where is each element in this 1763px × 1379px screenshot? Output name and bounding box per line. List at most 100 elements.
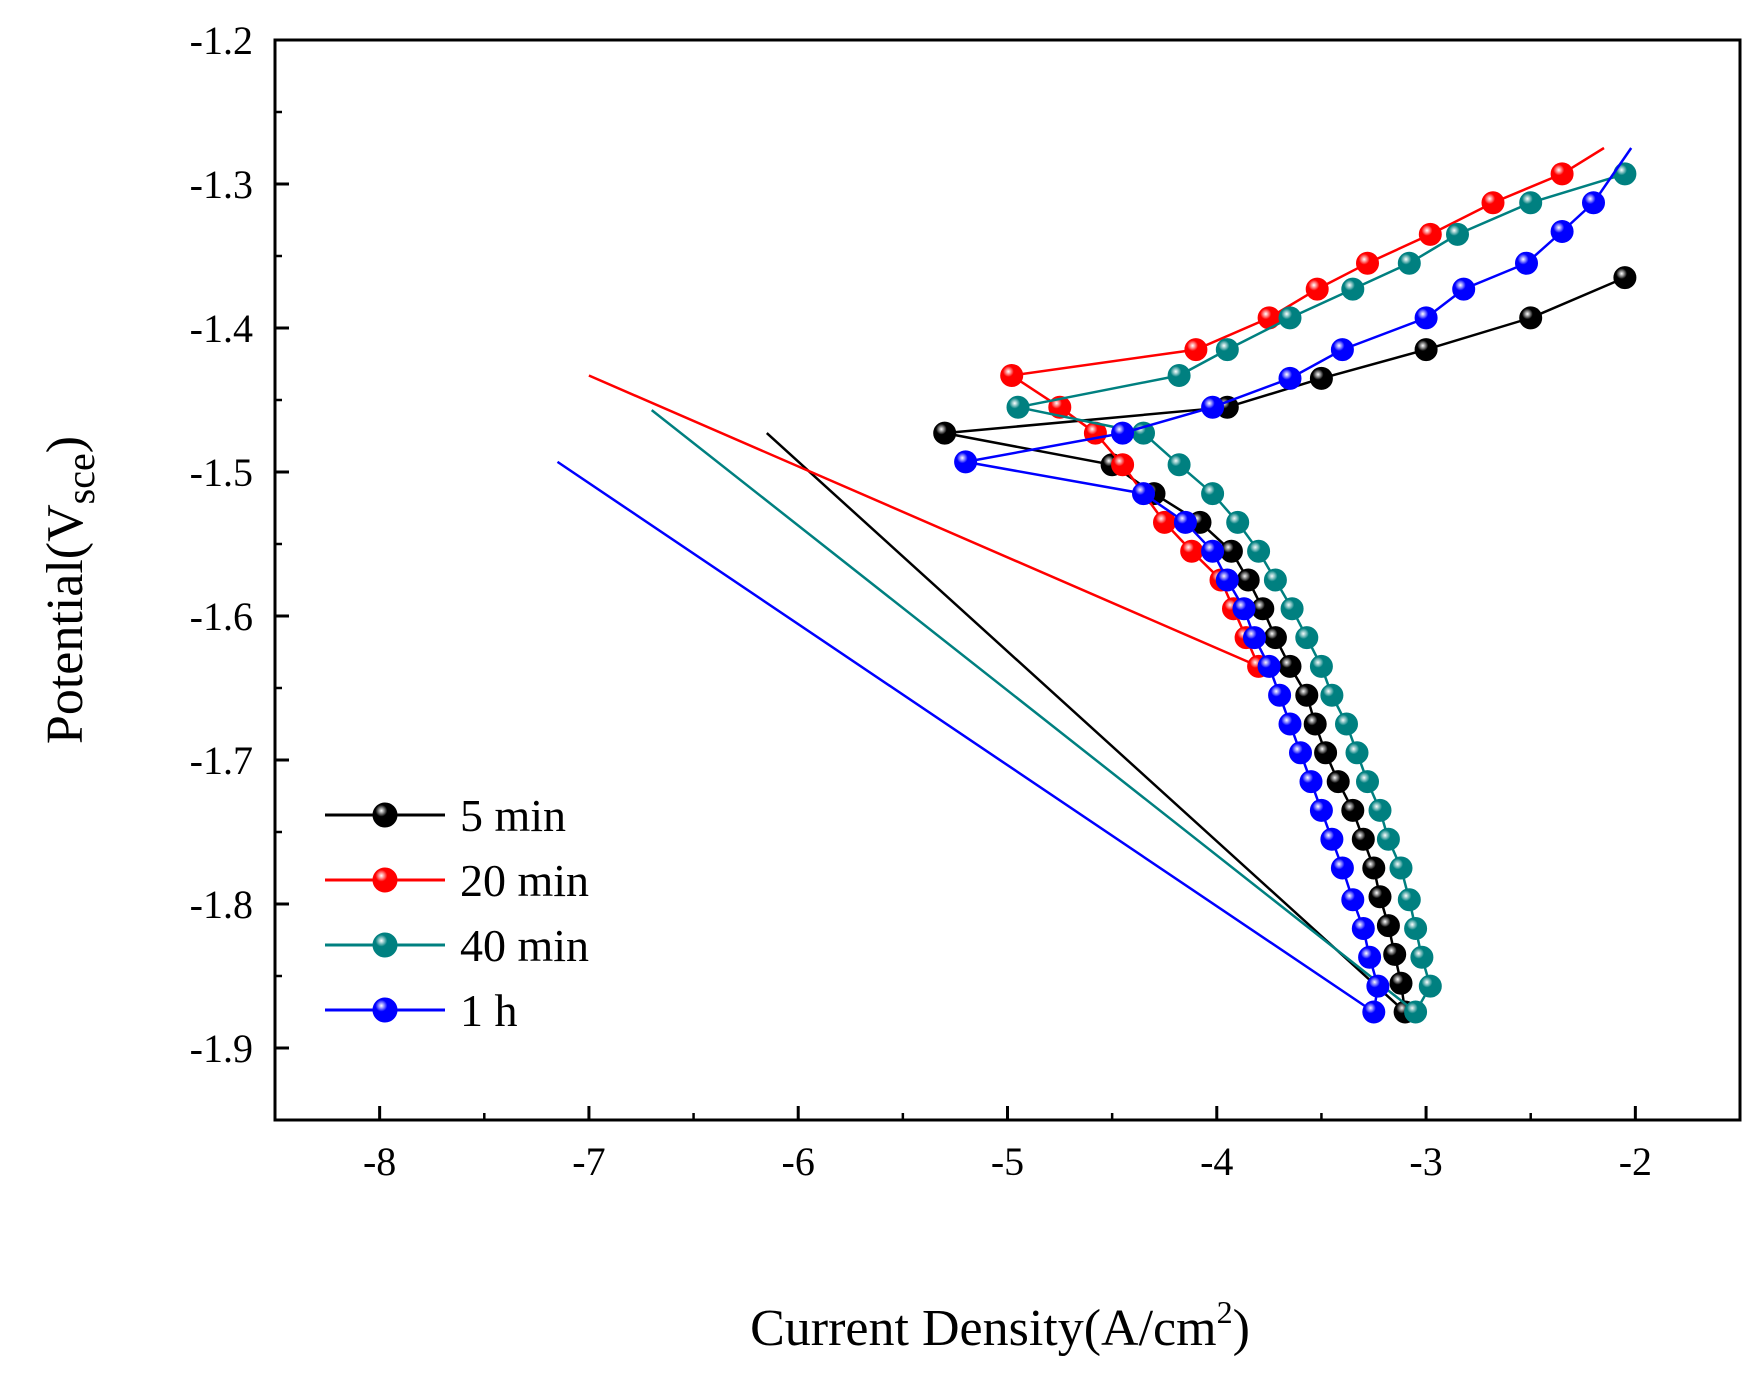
data-point-20-min — [1000, 364, 1024, 387]
legend-label-40-min: 40 min — [460, 920, 589, 971]
data-point-1-h — [1278, 366, 1302, 390]
data-point-40-min — [1446, 222, 1469, 246]
y-tick-label: -1.2 — [190, 18, 253, 63]
data-point-5-min — [1236, 568, 1260, 592]
data-point-40-min — [1167, 364, 1191, 387]
data-point-5-min — [1295, 683, 1319, 707]
data-point-5-min — [1383, 942, 1407, 966]
data-point-5-min — [1389, 971, 1413, 995]
data-point-20-min — [1048, 395, 1072, 419]
data-point-1-h — [1299, 770, 1323, 794]
data-point-40-min — [1368, 798, 1392, 822]
data-point-40-min — [1295, 626, 1319, 650]
data-point-1-h — [1414, 306, 1438, 330]
data-point-5-min — [1326, 770, 1350, 794]
data-point-1-h — [1111, 421, 1135, 445]
data-point-20-min — [1418, 222, 1442, 246]
data-point-5-min — [1303, 712, 1327, 736]
data-point-40-min — [1320, 683, 1344, 707]
data-point-1-h — [1201, 539, 1225, 563]
data-point-5-min — [1368, 885, 1392, 909]
legend-label-1-h: 1 h — [460, 985, 518, 1036]
data-point-40-min — [1215, 338, 1239, 362]
data-point-1-h — [1515, 251, 1538, 275]
data-point-40-min — [1335, 712, 1358, 736]
series-line-5-min — [765, 276, 1626, 1016]
data-point-40-min — [1201, 482, 1225, 506]
legend-marker-20-min — [372, 867, 398, 893]
data-point-20-min — [1184, 338, 1208, 362]
series-line-1-h — [556, 147, 1633, 1015]
data-point-40-min — [1006, 395, 1030, 419]
y-tick-label: -1.6 — [190, 594, 253, 639]
data-point-40-min — [1356, 770, 1379, 794]
data-point-5-min — [1314, 741, 1338, 765]
data-point-40-min — [1410, 945, 1434, 969]
data-point-40-min — [1404, 1000, 1428, 1024]
data-point-1-h — [1278, 712, 1302, 736]
y-axis-title: Potential(Vsce) — [37, 436, 103, 744]
data-point-5-min — [933, 421, 957, 445]
data-point-1-h — [1582, 191, 1605, 215]
x-axis-title-suffix: ) — [1233, 1300, 1250, 1357]
data-point-40-min — [1404, 917, 1428, 940]
data-point-1-h — [1358, 945, 1382, 969]
data-point-5-min — [1613, 266, 1637, 290]
data-point-1-h — [1232, 597, 1256, 621]
y-tick-label: -1.3 — [190, 162, 253, 207]
data-point-1-h — [1268, 683, 1292, 707]
data-point-40-min — [1226, 510, 1250, 534]
y-tick-label: -1.5 — [190, 450, 253, 495]
data-point-1-h — [1309, 798, 1333, 822]
data-point-1-h — [1320, 827, 1344, 851]
data-point-20-min — [1550, 162, 1574, 186]
x-tick-label: -3 — [1409, 1139, 1442, 1184]
data-point-40-min — [1167, 453, 1191, 477]
data-point-20-min — [1111, 453, 1135, 477]
data-point-1-h — [1132, 482, 1155, 506]
x-axis-title-main: Current Density(A/cm — [750, 1300, 1216, 1357]
data-point-1-h — [1257, 654, 1281, 678]
legend-marker-40-min — [372, 932, 398, 958]
x-tick-label: -2 — [1619, 1139, 1652, 1184]
legend-label-5-min: 5 min — [460, 790, 566, 841]
data-point-40-min — [1345, 741, 1369, 765]
axis-ticks: -8 -7 -6 -5 -4 -3 -2 -1.2 -1.3 -1.4 -1.5 -1.6 -1.7 -1… — [190, 18, 1652, 1184]
data-point-40-min — [1247, 539, 1271, 563]
legend-marker-5-min — [372, 802, 398, 828]
data-point-5-min — [1351, 827, 1375, 851]
y-axis-title-main: Potential(V — [37, 504, 94, 744]
data-point-1-h — [1452, 277, 1476, 301]
legend-label-20-min: 20 min — [460, 855, 589, 906]
x-axis-title-superscript: 2 — [1217, 1294, 1233, 1330]
data-point-40-min — [1263, 568, 1287, 592]
data-point-5-min — [1376, 914, 1400, 938]
data-point-40-min — [1278, 306, 1302, 330]
data-point-1-h — [1341, 888, 1365, 912]
data-point-1-h — [1289, 741, 1312, 765]
data-point-1-h — [1366, 974, 1390, 998]
data-point-5-min — [1519, 306, 1543, 330]
data-point-1-h — [1362, 1000, 1386, 1024]
data-point-20-min — [1356, 251, 1379, 275]
y-tick-label: -1.8 — [190, 882, 253, 927]
data-point-20-min — [1481, 191, 1505, 215]
data-point-5-min — [1309, 366, 1333, 390]
x-tick-label: -8 — [363, 1139, 396, 1184]
data-point-40-min — [1376, 827, 1400, 851]
data-point-5-min — [1278, 654, 1302, 678]
data-point-5-min — [1414, 338, 1438, 362]
data-point-40-min — [1397, 888, 1421, 912]
data-point-1-h — [1330, 856, 1354, 880]
data-point-1-h — [1243, 626, 1266, 650]
y-axis-title-suffix: ) — [37, 436, 94, 453]
x-tick-label: -6 — [782, 1139, 815, 1184]
data-point-40-min — [1309, 654, 1333, 678]
y-axis-title-subscript: sce — [58, 453, 103, 504]
data-point-1-h — [954, 450, 978, 474]
y-tick-label: -1.7 — [190, 738, 253, 783]
data-point-1-h — [1351, 917, 1375, 940]
data-point-40-min — [1519, 191, 1543, 215]
data-point-1-h — [1173, 510, 1197, 534]
